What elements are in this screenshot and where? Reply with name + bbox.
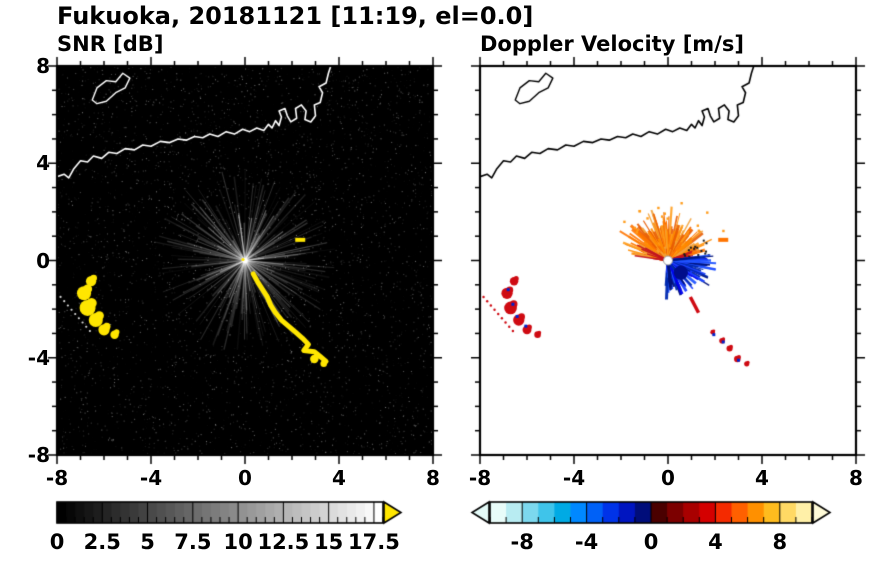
y-tick-label: 8 — [36, 54, 50, 78]
snr-colorbar-tick-label: 7.5 — [174, 530, 212, 554]
snr-x-tick-label: -4 — [139, 466, 163, 490]
snr-colorbar-tick-label: 15 — [314, 530, 344, 554]
velocity-colorbar-tick-label: 4 — [708, 530, 723, 554]
velocity-colorbar-tick-label: -4 — [574, 530, 599, 554]
snr-x-tick-label: 4 — [332, 466, 346, 490]
snr-colorbar-tick-label: 12.5 — [257, 530, 310, 554]
velocity-x-tick-label: 8 — [849, 466, 863, 490]
velocity-colorbar-tick-label: 8 — [772, 530, 788, 554]
snr-colorbar-tick-label: 5 — [140, 530, 155, 554]
snr-colorbar-tick-label: 0 — [49, 530, 65, 554]
velocity-colorbar — [460, 499, 840, 529]
velocity-x-tick-label: 0 — [661, 466, 675, 490]
snr-plot-canvas — [47, 56, 443, 465]
velocity-panel-title: Doppler Velocity [m/s] — [480, 32, 744, 56]
velocity-colorbar-tick-label: -8 — [510, 530, 534, 554]
snr-panel-title: SNR [dB] — [57, 32, 164, 56]
snr-colorbar — [50, 499, 420, 529]
snr-colorbar-tick-label: 2.5 — [83, 530, 121, 554]
velocity-colorbar-tick-label: 0 — [643, 530, 659, 554]
snr-colorbar-tick-label: 17.5 — [348, 530, 400, 554]
snr-colorbar-tick-label: 10 — [223, 530, 253, 554]
y-tick-label: 4 — [36, 151, 50, 176]
velocity-x-tick-label: -4 — [562, 466, 586, 490]
velocity-x-tick-label: 4 — [755, 466, 769, 490]
snr-x-tick-label: -8 — [45, 466, 69, 490]
velocity-plot-canvas — [470, 56, 866, 465]
snr-x-tick-label: 0 — [238, 466, 252, 490]
velocity-x-tick-label: -8 — [468, 466, 492, 490]
y-tick-label: -4 — [27, 345, 50, 370]
snr-x-tick-label: 8 — [426, 466, 440, 490]
y-tick-label: 0 — [36, 248, 50, 273]
figure-title: Fukuoka, 20181121 [11:19, el=0.0] — [57, 2, 534, 30]
y-tick-label: -8 — [27, 443, 50, 467]
